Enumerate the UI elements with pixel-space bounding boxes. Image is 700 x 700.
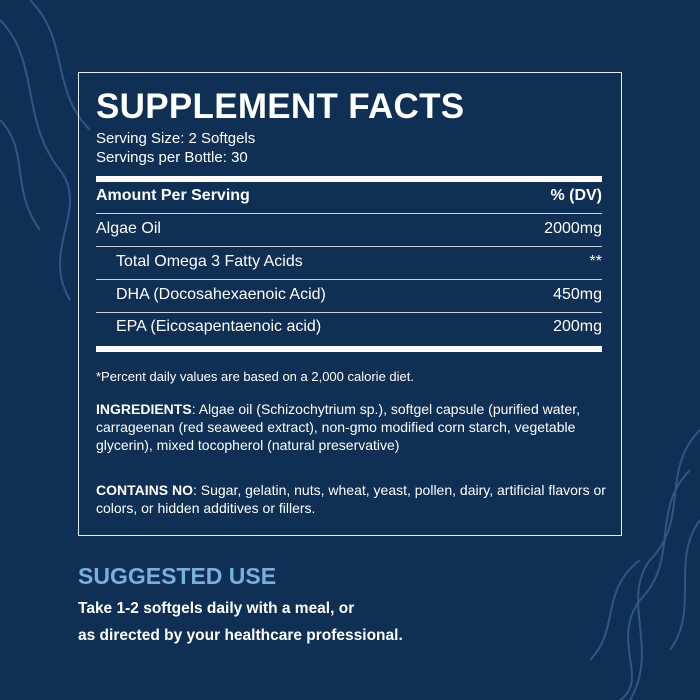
facts-header-row: Amount Per Serving % (DV): [96, 187, 602, 205]
nutrient-name: Total Omega 3 Fatty Acids: [116, 253, 303, 270]
thick-divider: [96, 176, 602, 182]
table-row: DHA (Docosahexaenoic Acid) 450mg: [96, 286, 602, 304]
ingredients: INGREDIENTS: Algae oil (Schizochytrium s…: [96, 400, 606, 454]
divider: [96, 213, 602, 214]
nutrient-value: 200mg: [553, 318, 602, 335]
daily-value-footnote: *Percent daily values are based on a 2,0…: [96, 369, 414, 384]
suggested-use-heading: SUGGESTED USE: [78, 563, 277, 589]
contains-no: CONTAINS NO: Sugar, gelatin, nuts, wheat…: [96, 481, 606, 517]
nutrient-value: 2000mg: [544, 220, 602, 237]
ingredients-label: INGREDIENTS: [96, 401, 192, 417]
dv-label: % (DV): [550, 187, 602, 204]
servings-per-bottle: Servings per Bottle: 30: [96, 149, 248, 166]
suggested-use-line-1: Take 1-2 softgels daily with a meal, or: [78, 600, 355, 617]
ingredients-text: : Algae oil (Schizochytrium sp.), softge…: [96, 401, 580, 453]
serving-size: Serving Size: 2 Softgels: [96, 130, 256, 147]
table-row: Total Omega 3 Fatty Acids **: [96, 253, 602, 271]
facts-title: SUPPLEMENT FACTS: [96, 87, 465, 126]
nutrient-value: **: [589, 253, 602, 270]
divider: [96, 279, 602, 280]
contains-no-text: : Sugar, gelatin, nuts, wheat, yeast, po…: [96, 482, 606, 516]
table-row: Algae Oil 2000mg: [96, 220, 602, 238]
amount-per-serving-label: Amount Per Serving: [96, 187, 250, 204]
contains-no-label: CONTAINS NO: [96, 482, 193, 498]
table-row: EPA (Eicosapentaenoic acid) 200mg: [96, 318, 602, 336]
supplement-facts-panel: SUPPLEMENT FACTS Serving Size: 2 Softgel…: [78, 72, 622, 536]
divider: [96, 246, 602, 247]
nutrient-name: Algae Oil: [96, 220, 161, 237]
thick-divider: [96, 346, 602, 352]
nutrient-name: DHA (Docosahexaenoic Acid): [116, 286, 326, 303]
nutrient-value: 450mg: [553, 286, 602, 303]
divider: [96, 312, 602, 313]
nutrient-name: EPA (Eicosapentaenoic acid): [116, 318, 322, 335]
suggested-use-line-2: as directed by your healthcare professio…: [78, 627, 403, 644]
